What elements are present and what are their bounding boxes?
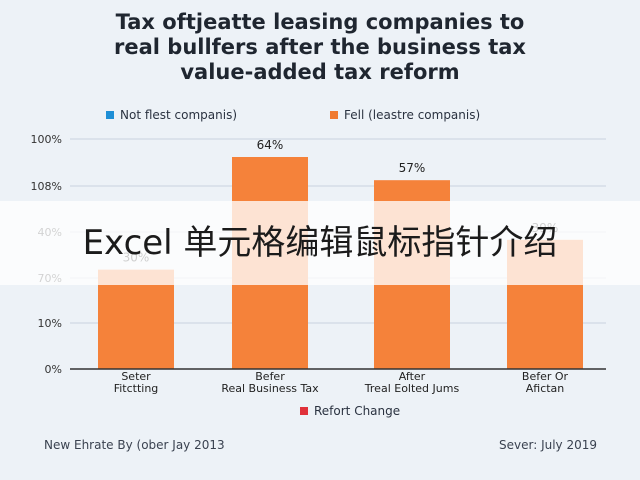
footer-right: Sever: July 2019 [499,438,597,452]
legend-label-not-flest: Not flest companis) [120,108,238,122]
y-tick-label: 10% [38,317,62,330]
x-category-label: Befer Or [522,370,569,383]
legend-swatch-red [300,407,308,415]
caption-overlay: Excel 单元格编辑鼠标指针介绍 [0,201,640,285]
legend-label-fell: Fell (leastre companis) [344,108,481,122]
x-category-label: Seter [121,370,151,383]
bar [98,269,174,369]
chart-title: Tax oftjeatte leasing companies to real … [0,10,640,85]
caption-overlay-text: Excel 单元格编辑鼠标指针介绍 [82,223,558,263]
y-tick-label: 0% [45,363,62,376]
y-tick-label: 108% [31,180,62,193]
x-category-label: Real Business Tax [221,382,319,395]
bar-value-label: 57% [399,161,426,175]
x-category-label: Treal Eolted Jums [364,382,460,395]
x-category-label: Befer [255,370,285,383]
title-line-1: Tax oftjeatte leasing companies to [115,10,525,34]
title-line-2: real bullfers after the business tax [114,35,526,59]
y-tick-label: 100% [31,133,62,146]
legend-item-change: Refort Change [300,404,400,418]
footer-left: New Ehrate By (ober Jay 2013 [44,438,225,452]
x-category-label: Afictan [526,382,565,395]
title-line-3: value-added tax reform [180,60,460,84]
legend-swatch-orange [330,111,338,119]
x-category-label: Fitctting [114,382,159,395]
legend-item-not-flest: Not flest companis) [106,108,237,122]
legend-swatch-blue [106,111,114,119]
bar-value-label: 64% [257,138,284,152]
legend-label-change: Refort Change [314,404,401,418]
legend-item-fell: Fell (leastre companis) [330,108,480,122]
x-category-label: After [399,370,426,383]
